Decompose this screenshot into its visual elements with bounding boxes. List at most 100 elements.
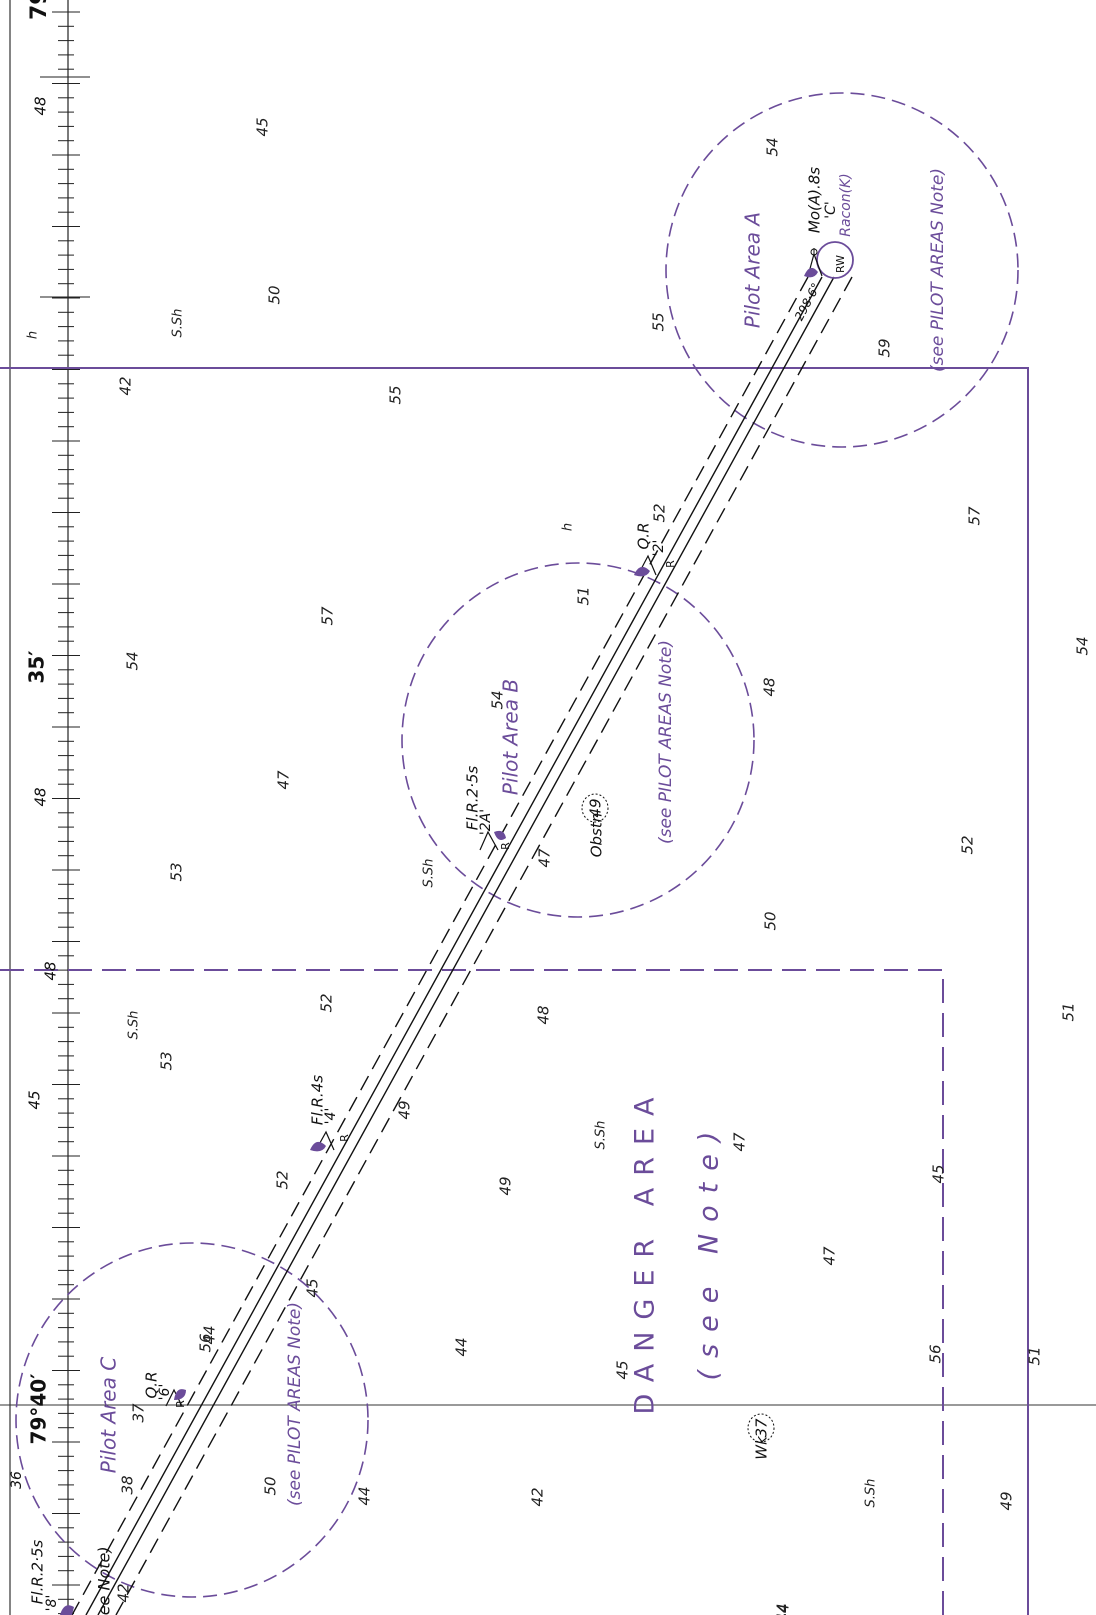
buoy-8-light: Fl.R.2·5s bbox=[29, 1540, 47, 1605]
depth-sounding: 47 bbox=[536, 848, 554, 868]
buoy-2a-name: '2A' bbox=[478, 809, 494, 835]
depth-sounding: 44 bbox=[775, 1603, 793, 1615]
depth-sounding: 50 bbox=[266, 285, 284, 304]
pilot-area-b-circle bbox=[401, 562, 755, 918]
depth-sounding: 45 bbox=[614, 1360, 632, 1379]
buoy-2a-marking: R bbox=[499, 842, 512, 850]
seabed-quality-label: S.Sh bbox=[594, 1121, 609, 1150]
depth-sounding: 52 bbox=[959, 835, 977, 854]
depth-sounding: 44 bbox=[453, 1337, 471, 1356]
chart-labels: 45 50 55 55 54 59 42 52 57 57 51 54 54 54 48 53 47 47 52 52… bbox=[9, 0, 1092, 1615]
pilot-buoy-light: Mo(A).8s bbox=[806, 167, 824, 233]
depth-sounding: 56 bbox=[927, 1344, 945, 1363]
depth-sounding: 56 bbox=[197, 1333, 215, 1352]
depth-sounding: 48 bbox=[535, 1005, 553, 1024]
seabed-quality-label: S.Sh bbox=[127, 1011, 142, 1040]
depth-sounding: 49 bbox=[396, 1100, 414, 1119]
depth-sounding: 51 bbox=[1026, 1346, 1044, 1365]
pilot-buoy-name: 'C' bbox=[823, 201, 839, 218]
depth-sounding: 45 bbox=[930, 1164, 948, 1183]
buoy-6-marking: R bbox=[174, 1400, 187, 1408]
buoy-2-symbol bbox=[634, 554, 657, 577]
buoy-2-name: '2' bbox=[651, 540, 667, 557]
wreck-danger-ring bbox=[747, 1413, 775, 1443]
obstruction-label: Obstn bbox=[588, 813, 606, 858]
depth-sounding: 50 bbox=[262, 1476, 280, 1495]
restricted-area-boundary bbox=[0, 367, 1029, 1615]
graticule-label: 35′ bbox=[25, 650, 49, 683]
buoy-4-name: '4' bbox=[323, 1108, 339, 1125]
latitude-scale-ticks bbox=[40, 11, 90, 1615]
pilot-area-c-label: Pilot Area C bbox=[97, 1357, 121, 1473]
depth-sounding: 54 bbox=[1074, 636, 1092, 655]
graticule-label: 48 bbox=[42, 961, 60, 980]
depth-sounding: 47 bbox=[731, 1132, 749, 1152]
buoy-2a-symbol bbox=[479, 830, 506, 851]
buoy-4-symbol bbox=[310, 1130, 335, 1152]
depth-sounding: 44 bbox=[774, 1603, 792, 1615]
depth-sounding: 51 bbox=[1060, 1002, 1078, 1021]
depth-sounding: 52 bbox=[651, 503, 669, 522]
pilot-area-b-note: (see PILOT AREAS Note) bbox=[656, 640, 676, 844]
depth-sounding: 59 bbox=[876, 338, 894, 357]
depth-sounding: 47 bbox=[275, 770, 293, 790]
depth-sounding: 50 bbox=[762, 911, 780, 930]
depth-sounding: 45 bbox=[254, 117, 272, 136]
seabed-quality-label: S.Sh bbox=[864, 1479, 879, 1508]
depth-sounding: 51 bbox=[575, 586, 593, 605]
depth-sounding: 44 bbox=[356, 1486, 374, 1505]
depth-sounding: 53 bbox=[158, 1051, 176, 1070]
depth-sounding: 54 bbox=[764, 137, 782, 156]
depth-sounding: 45 bbox=[304, 1278, 322, 1297]
pilot-buoy-racon: Racon(K) bbox=[838, 173, 854, 237]
bearing-label: 298·6° bbox=[792, 281, 823, 323]
depth-sounding: 47 bbox=[821, 1246, 839, 1266]
recommended-track bbox=[71, 276, 853, 1615]
depth-sounding: 54 bbox=[124, 651, 142, 670]
seabed-quality-label: S.Sh bbox=[171, 309, 186, 338]
depth-sounding: 42 bbox=[529, 1487, 547, 1506]
danger-area-note: (see Note) bbox=[694, 1120, 725, 1381]
buoy-6-symbol bbox=[165, 1388, 186, 1407]
seabed-quality-label: S.Sh bbox=[422, 859, 437, 888]
depth-sounding: 44 bbox=[201, 1325, 219, 1344]
buoy-8-name: '8' bbox=[44, 1595, 60, 1612]
depth-sounding: 52 bbox=[318, 993, 336, 1012]
buoy-2-marking: R bbox=[664, 560, 677, 568]
depth-sounding: 54 bbox=[489, 690, 507, 709]
pilot-area-b-label: Pilot Area B bbox=[499, 679, 523, 795]
danger-area-label: DANGER AREA bbox=[630, 1085, 661, 1414]
buoy-6-light: Q.R bbox=[143, 1372, 161, 1399]
depth-sounding: 38 bbox=[119, 1475, 137, 1494]
buoy-2-light: Q.R bbox=[635, 523, 653, 550]
buoy-4-marking: R bbox=[338, 1134, 351, 1142]
graticule-label: 48 bbox=[32, 787, 50, 806]
pilot-area-c-circle bbox=[15, 1242, 369, 1598]
graticule-label: 48 bbox=[32, 96, 50, 115]
pilot-buoy-marking: RW bbox=[834, 255, 847, 273]
pilot-area-a-circle bbox=[665, 92, 1019, 448]
depth-sounding: 49 bbox=[998, 1491, 1016, 1510]
obstruction-danger-ring bbox=[581, 793, 609, 823]
graticule-label: 79°40′ bbox=[27, 1374, 51, 1445]
graticule-label: 45 bbox=[26, 1090, 44, 1109]
buoy-2a-light: Fl.R.2·5s bbox=[464, 766, 482, 831]
buoy-6-name: '6' bbox=[157, 1384, 173, 1401]
depth-sounding: 53 bbox=[168, 862, 186, 881]
seabed-quality-label: h bbox=[561, 523, 576, 531]
depth-sounding: 55 bbox=[650, 312, 668, 331]
obstruction-depth: 49 bbox=[587, 798, 605, 817]
pilot-buoy-symbol bbox=[804, 241, 854, 279]
depth-sounding: 42 bbox=[117, 376, 135, 395]
pilot-area-a-label: Pilot Area A bbox=[741, 212, 765, 328]
graticule-label: 79° bbox=[27, 0, 52, 20]
depth-sounding: 48 bbox=[761, 677, 779, 696]
depth-sounding: 55 bbox=[387, 385, 405, 404]
seabed-quality-label: h bbox=[26, 331, 41, 339]
depth-sounding: 42 bbox=[115, 1583, 133, 1602]
wreck-label: Wk bbox=[753, 1435, 771, 1460]
see-note-label: see Note) bbox=[95, 1546, 114, 1615]
graticule-label: 36 bbox=[9, 1471, 25, 1489]
depth-sounding: 57 bbox=[319, 606, 337, 626]
